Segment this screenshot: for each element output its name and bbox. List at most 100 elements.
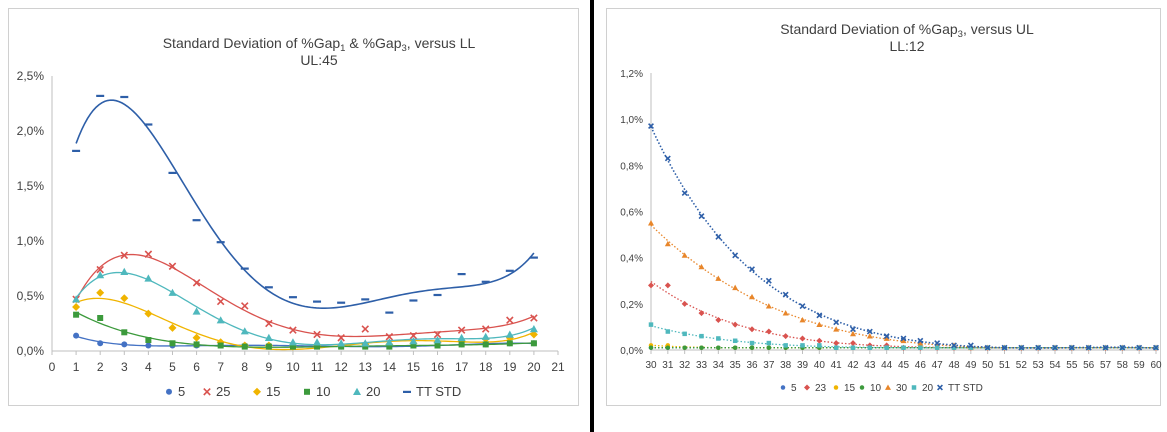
right-x-tick-label: 40	[814, 360, 826, 371]
left-data-point	[240, 302, 249, 310]
right-data-point	[1136, 344, 1143, 351]
left-legend-label: 10	[316, 384, 330, 399]
left-data-point	[145, 337, 152, 343]
left-data-point	[434, 342, 441, 349]
right-data-point	[716, 345, 721, 350]
left-legend-marker	[304, 388, 310, 395]
right-x-tick-label: 48	[948, 360, 960, 371]
right-legend-label: 30	[896, 383, 908, 394]
right-legend-label: TT STD	[948, 383, 983, 394]
left-data-point	[264, 286, 273, 289]
chart-left-svg: Standard Deviation of %Gap1 & %Gap3, ver…	[17, 35, 565, 399]
left-data-point	[313, 330, 321, 339]
right-legend-label: 23	[815, 383, 827, 394]
right-legend-marker	[911, 385, 917, 390]
left-data-point	[216, 316, 225, 324]
chart-right-svg: Standard Deviation of %Gap3, versus ULLL…	[620, 21, 1162, 394]
left-y-tick-label: 1,5%	[17, 179, 45, 193]
left-trendline	[75, 99, 535, 309]
right-data-point	[951, 342, 957, 349]
right-legend-marker	[937, 384, 943, 391]
left-data-point	[457, 333, 466, 341]
right-x-tick-label: 53	[1033, 360, 1045, 371]
left-data-point	[288, 338, 297, 346]
right-data-point	[698, 263, 705, 270]
left-y-tick-label: 2,0%	[17, 124, 45, 138]
left-data-point	[529, 330, 538, 339]
right-data-point	[968, 345, 974, 350]
right-legend-marker	[859, 385, 865, 390]
left-data-point	[313, 300, 322, 303]
left-data-point	[362, 343, 369, 350]
right-x-tick-label: 59	[1134, 360, 1146, 371]
right-data-point	[900, 335, 907, 342]
left-data-point	[481, 325, 490, 333]
right-data-point	[749, 345, 755, 350]
right-data-point	[665, 329, 671, 334]
left-data-point	[481, 280, 490, 283]
right-data-point	[816, 337, 823, 344]
left-data-point	[120, 294, 129, 303]
right-data-point	[648, 322, 654, 327]
left-x-tick-label: 10	[286, 360, 300, 374]
right-trendline	[650, 126, 1157, 349]
right-x-tick-label: 52	[1016, 360, 1028, 371]
right-data-point	[698, 213, 705, 220]
left-data-point	[314, 343, 321, 350]
left-subtitle: UL:45	[300, 52, 338, 68]
right-x-tick-label: 38	[780, 360, 792, 371]
left-data-point	[505, 330, 514, 338]
right-x-tick-label: 47	[932, 360, 944, 371]
left-x-tick-label: 13	[359, 360, 373, 374]
right-x-tick-label: 45	[898, 360, 910, 371]
left-data-point	[192, 333, 201, 342]
left-data-point	[313, 338, 322, 346]
left-data-point	[337, 339, 346, 347]
right-data-point	[648, 220, 654, 226]
left-legend-marker	[403, 390, 411, 393]
left-data-point	[409, 331, 418, 340]
left-y-tick-label: 1,0%	[17, 234, 45, 248]
left-data-point	[506, 340, 513, 347]
left-data-point	[192, 279, 201, 287]
right-x-tick-label: 54	[1049, 360, 1061, 371]
left-x-tick-label: 16	[431, 360, 445, 374]
right-data-point	[699, 345, 704, 350]
right-data-point	[1035, 344, 1042, 351]
left-trendline	[75, 297, 535, 351]
right-x-tick-label: 30	[645, 360, 657, 371]
left-data-point	[530, 314, 538, 322]
left-data-point	[457, 273, 466, 276]
right-data-point	[681, 252, 688, 258]
right-data-point	[682, 331, 687, 337]
right-data-point	[816, 312, 823, 319]
left-x-tick-label: 3	[121, 360, 128, 374]
left-data-point	[96, 265, 104, 274]
right-x-tick-label: 31	[662, 360, 674, 371]
left-series-4	[72, 267, 538, 347]
right-data-point	[699, 333, 704, 339]
right-x-tick-label: 60	[1150, 360, 1162, 371]
left-data-point	[409, 299, 418, 302]
left-data-point	[216, 241, 225, 244]
left-x-tick-label: 4	[145, 360, 152, 374]
left-data-point	[120, 251, 129, 260]
right-data-point	[850, 326, 856, 333]
left-data-point	[192, 219, 201, 222]
left-series-5	[72, 94, 538, 314]
right-legend-marker	[885, 384, 891, 390]
right-data-point	[799, 335, 806, 342]
right-legend-marker	[833, 385, 839, 390]
right-legend-label: 10	[870, 383, 882, 394]
left-data-point	[72, 303, 81, 311]
left-data-point	[73, 332, 80, 339]
right-data-point	[782, 310, 789, 316]
right-series-4	[648, 220, 1159, 351]
left-legend-label: 25	[216, 384, 230, 399]
right-data-point	[833, 340, 840, 347]
right-x-tick-label: 41	[831, 360, 843, 371]
left-legend-label: TT STD	[416, 384, 461, 399]
left-x-tick-label: 6	[193, 360, 200, 374]
right-data-point	[765, 277, 772, 284]
left-data-point	[361, 298, 370, 301]
